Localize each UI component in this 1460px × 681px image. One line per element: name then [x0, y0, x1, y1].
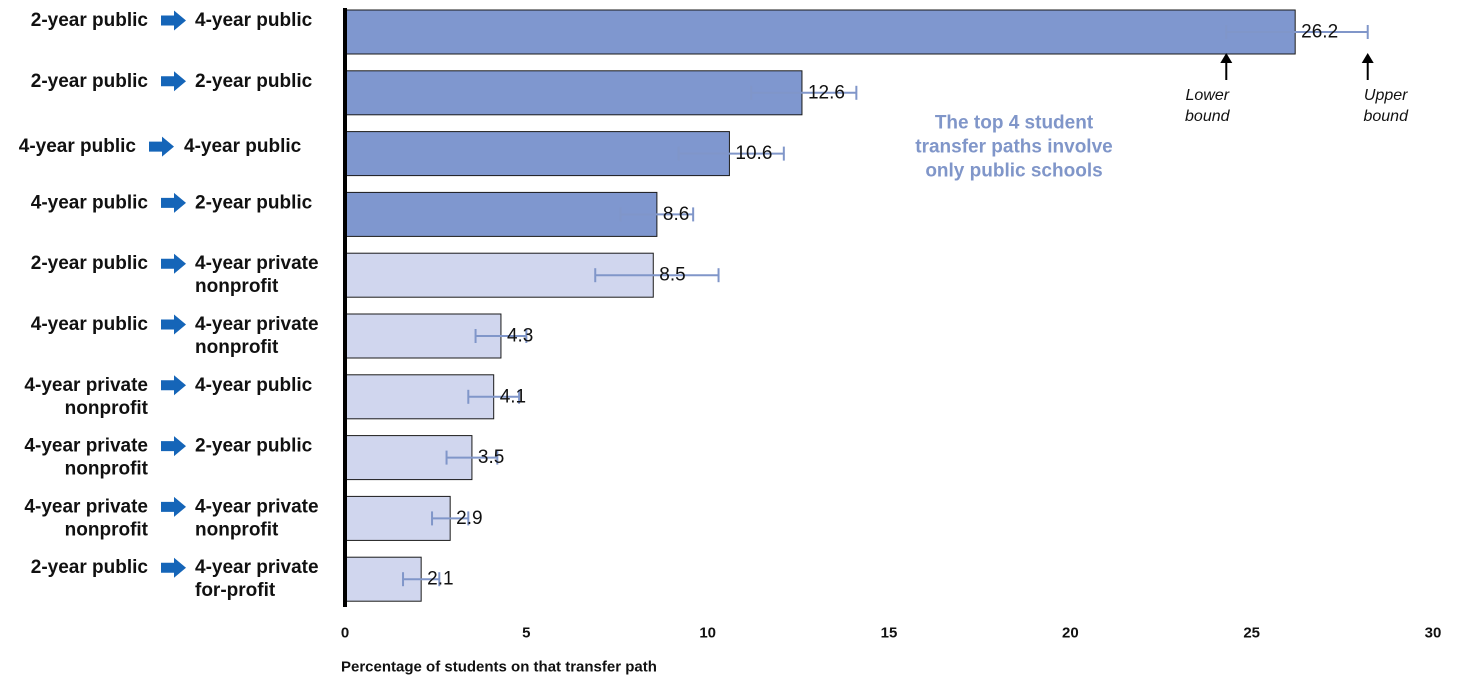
category-from-label-line: 4-year public	[31, 192, 149, 213]
category-to-label-line: 4-year public	[195, 375, 313, 396]
category-from-label: 4-year public	[31, 314, 149, 335]
arrow-right-icon	[161, 496, 186, 517]
lower-bound-label: Lower bound	[1185, 87, 1231, 125]
upper-bound-label-line: Upper	[1364, 87, 1408, 104]
x-tick-label: 15	[881, 625, 898, 642]
category-from-label-line: 2-year public	[31, 10, 149, 31]
x-tick-label: 20	[1062, 625, 1079, 642]
public-schools-callout-line: The top 4 student	[935, 113, 1094, 134]
category-from-label: 2-year public	[31, 557, 149, 578]
category-from-label: 4-year private nonprofit	[24, 496, 148, 540]
value-label: 2.9	[456, 508, 482, 529]
arrow-right-icon	[161, 436, 186, 457]
category-to-label-line: 4-year private	[195, 314, 319, 335]
x-axis-ticks: 0 5 10 15 20 25 30	[341, 625, 1442, 642]
category-to-label: 2-year public	[195, 192, 313, 213]
upper-bound-label: Upper bound	[1363, 87, 1409, 125]
annotations: Lower bound Upper bound The top 4 student tra…	[915, 53, 1409, 182]
x-tick-label: 25	[1243, 625, 1260, 642]
category-from-label: 4-year private nonprofit	[24, 375, 148, 419]
bar	[344, 70, 803, 116]
value-label: 26.2	[1301, 22, 1338, 43]
arrow-right-icon	[161, 375, 186, 396]
arrow-right-icon	[161, 314, 186, 335]
bar	[344, 131, 730, 177]
arrow-right-icon	[149, 136, 174, 157]
category-from-label-line: 4-year public	[19, 136, 137, 157]
category-to-label: 4-year private nonprofit	[195, 253, 319, 297]
x-tick-label: 5	[522, 625, 530, 642]
category-to-label-line: nonprofit	[195, 337, 279, 358]
category-from-label: 4-year private nonprofit	[24, 436, 148, 480]
value-label: 8.6	[663, 204, 689, 225]
category-from-label: 2-year public	[31, 71, 149, 92]
bar	[344, 9, 1296, 55]
category-from-label-line: nonprofit	[65, 519, 149, 540]
category-from-label-line: 4-year private	[24, 375, 148, 396]
arrow-right-icon	[161, 557, 186, 578]
category-to-label: 4-year public	[195, 375, 313, 396]
arrow-right-icon	[161, 192, 186, 213]
category-to-label-line: 2-year public	[195, 436, 313, 457]
category-from-label: 2-year public	[31, 10, 149, 31]
public-schools-callout-line: only public schools	[925, 161, 1102, 182]
category-from-label: 4-year public	[19, 136, 137, 157]
category-to-label-line: 4-year public	[184, 136, 302, 157]
arrow-right-icon	[161, 71, 186, 92]
value-label: 4.1	[500, 386, 526, 407]
category-from-label-line: 2-year public	[31, 557, 149, 578]
value-label: 8.5	[659, 265, 685, 286]
value-labels: 26.2 12.6 10.6 8.6 8.5 4.3 4.1 3.5 2.9 2.1	[427, 22, 1338, 590]
public-schools-callout: The top 4 student transfer paths involve o…	[915, 113, 1112, 182]
x-tick-label: 30	[1425, 625, 1442, 642]
category-to-label-line: 4-year public	[195, 10, 313, 31]
category-from-label-line: nonprofit	[65, 398, 149, 419]
upper-bound-label-line: bound	[1363, 108, 1409, 125]
category-from-label-line: 4-year public	[31, 314, 149, 335]
category-to-label: 4-year public	[184, 136, 302, 157]
category-to-label: 4-year public	[195, 10, 313, 31]
value-label: 3.5	[478, 447, 504, 468]
category-labels: 2-year public 4-year public 2-year public 2…	[19, 10, 319, 601]
arrow-up-icon	[1220, 53, 1233, 63]
category-from-label-line: 4-year private	[24, 436, 148, 457]
value-label: 10.6	[735, 143, 772, 164]
value-label: 12.6	[808, 82, 845, 103]
category-from-label: 2-year public	[31, 253, 149, 274]
error-bars	[402, 25, 1369, 587]
lower-bound-label-line: bound	[1185, 108, 1231, 125]
x-tick-label: 10	[699, 625, 716, 642]
category-to-label: 4-year private for-profit	[195, 557, 319, 601]
category-to-label-line: 2-year public	[195, 71, 313, 92]
category-to-label-line: 4-year private	[195, 557, 319, 578]
category-to-label: 2-year public	[195, 436, 313, 457]
category-to-label-line: nonprofit	[195, 276, 279, 297]
public-schools-callout-line: transfer paths involve	[915, 137, 1112, 158]
category-from-label-line: 2-year public	[31, 253, 149, 274]
category-from-label: 4-year public	[31, 192, 149, 213]
arrow-right-icon	[161, 10, 186, 31]
category-to-label-line: 4-year private	[195, 253, 319, 274]
category-to-label: 4-year private nonprofit	[195, 314, 319, 358]
category-to-label: 2-year public	[195, 71, 313, 92]
category-from-label-line: nonprofit	[65, 459, 149, 480]
x-axis-label: Percentage of students on that transfer …	[341, 659, 657, 676]
value-label: 4.3	[507, 326, 533, 347]
category-from-label-line: 4-year private	[24, 496, 148, 517]
category-to-label-line: nonprofit	[195, 519, 279, 540]
arrow-right-icon	[161, 253, 186, 274]
bar	[344, 191, 658, 237]
bars	[344, 9, 1296, 602]
category-to-label-line: 4-year private	[195, 496, 319, 517]
category-from-label-line: 2-year public	[31, 71, 149, 92]
category-to-label: 4-year private nonprofit	[195, 496, 319, 540]
category-to-label-line: for-profit	[195, 580, 276, 601]
lower-bound-label-line: Lower	[1185, 87, 1229, 104]
arrow-up-icon	[1361, 53, 1374, 63]
category-to-label-line: 2-year public	[195, 192, 313, 213]
x-tick-label: 0	[341, 625, 349, 642]
value-label: 2.1	[427, 569, 453, 590]
